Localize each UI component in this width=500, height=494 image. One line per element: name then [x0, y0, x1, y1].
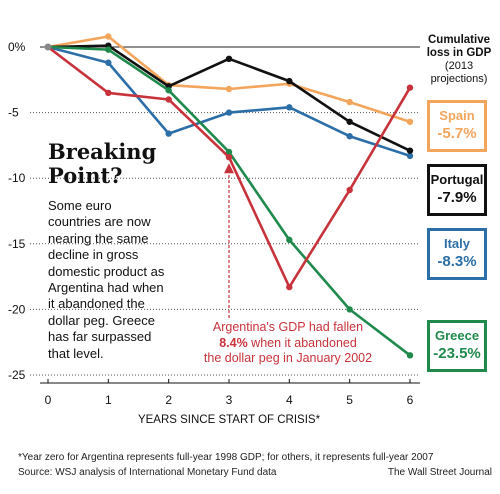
greece-point-2: [165, 87, 172, 94]
annotation-line2: when it abandoned: [247, 335, 357, 350]
legend-title: Cumulative loss in GDP: [426, 34, 492, 59]
spain-point-5: [346, 98, 353, 106]
greece-point-5: [346, 306, 353, 313]
italy-loss-name: Italy: [443, 236, 470, 251]
greece-point-4: [286, 236, 293, 244]
greece-loss-value: -23.5%: [433, 345, 481, 362]
portugal-point-6: [406, 147, 414, 154]
italy-point-1: [105, 59, 112, 66]
italy-loss-value: -8.3%: [437, 253, 477, 270]
spain-point-3: [225, 85, 233, 93]
argentina-point-4: [286, 283, 293, 291]
credit-note: The Wall Street Journal: [387, 467, 492, 478]
y-tick-label-5: -5: [8, 106, 19, 120]
argentina-annotation: Argentina's GDP had fallen 8.4% when it …: [178, 320, 398, 367]
origin-point: [44, 43, 52, 51]
argentina-point-3: [225, 154, 233, 161]
x-tick-label-0: 0: [45, 393, 52, 407]
y-tick-label-0: 0%: [8, 40, 26, 54]
legend-subtitle: (2013 projections): [430, 60, 488, 85]
x-axis-label: YEARS SINCE START OF CRISIS*: [138, 414, 321, 426]
annotation-bold-value: 8.4%: [219, 335, 248, 350]
annotation-arrow-head: [223, 163, 234, 174]
x-tick-label-6: 6: [407, 393, 414, 407]
italy-point-6: [406, 152, 414, 160]
annotation-line1: Argentina's GDP had fallen: [212, 320, 364, 334]
x-tick-label-3: 3: [226, 393, 233, 407]
spain-point-6: [406, 118, 414, 125]
portugal-loss-value: -7.9%: [437, 189, 477, 206]
spain-loss-name: Spain: [439, 108, 475, 123]
spain-loss-value: -5.7%: [437, 125, 477, 142]
y-tick-label-25: -25: [8, 368, 26, 382]
portugal-point-4: [286, 77, 293, 85]
x-tick-label-2: 2: [165, 393, 172, 407]
italy-point-4: [286, 104, 293, 111]
argentina-point-2: [165, 96, 172, 103]
argentina-point-1: [105, 89, 112, 97]
italy-point-3: [225, 109, 233, 116]
source-note: Source: WSJ analysis of International Mo…: [18, 467, 277, 478]
x-tick-label-4: 4: [286, 393, 293, 407]
annotation-line3: the dollar peg in January 2002: [203, 351, 373, 365]
portugal-point-3: [225, 55, 233, 63]
italy-point-2: [165, 130, 172, 137]
greece-loss-box: Greece -23.5%: [427, 320, 487, 372]
portugal-point-5: [346, 118, 353, 125]
italy-loss-box: Italy -8.3%: [427, 228, 487, 280]
spain-loss-box: Spain -5.7%: [427, 100, 487, 152]
portugal-loss-name: Portugal: [430, 172, 484, 187]
greece-loss-name: Greece: [434, 328, 480, 343]
portugal-loss-box: Portugal -7.9%: [427, 164, 487, 216]
y-tick-label-20: -20: [8, 302, 26, 316]
greece-point-3: [225, 148, 233, 156]
greece-point-1: [105, 46, 112, 53]
footnote: *Year zero for Argentina represents full…: [18, 452, 434, 463]
x-tick-label-5: 5: [346, 393, 353, 407]
argentina-point-6: [406, 84, 414, 91]
y-tick-label-10: -10: [8, 171, 26, 185]
x-tick-label-1: 1: [105, 393, 112, 407]
italy-point-5: [346, 133, 353, 140]
chart-title: Breaking Point?: [48, 139, 157, 188]
argentina-point-5: [346, 186, 353, 194]
greece-point-6: [406, 352, 414, 359]
chart-description: Some euro countries are now nearing the …: [48, 198, 165, 361]
y-tick-label-15: -15: [8, 237, 26, 251]
spain-point-1: [105, 33, 112, 40]
